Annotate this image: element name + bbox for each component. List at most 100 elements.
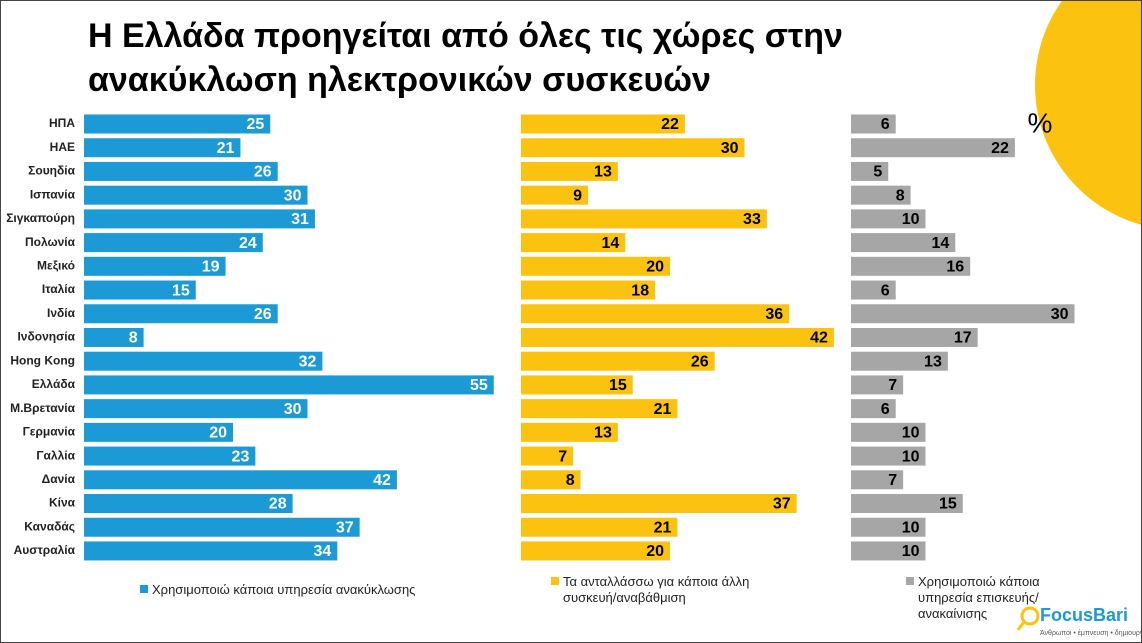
bar [521,209,767,229]
category-label: Hong Kong [10,353,75,367]
value-label: 20 [646,259,664,276]
legend-swatch [551,577,559,585]
bar [851,327,978,347]
bar [521,351,715,371]
bar [521,399,678,419]
category-label: Αυστραλία [14,543,76,557]
value-label: 13 [924,353,942,370]
bar [84,304,278,324]
value-label: 10 [902,448,920,465]
value-label: 30 [284,187,302,204]
bar [84,375,494,395]
category-label: Πολωνία [25,235,76,249]
bar [851,209,926,229]
value-label: 30 [1051,306,1069,323]
bar [84,541,338,561]
value-label: 55 [470,377,488,394]
value-label: 26 [254,164,272,181]
category-label: ΗΠΑ [49,116,75,130]
bar [84,161,278,181]
value-label: 7 [888,377,897,394]
bar [84,446,256,466]
bar [84,399,308,419]
value-label: 21 [654,401,672,418]
bar [851,256,971,276]
value-label: 6 [881,116,890,133]
value-label: 26 [691,353,709,370]
value-label: 42 [373,472,391,489]
value-label: 30 [284,401,302,418]
bar [84,114,271,134]
bar [84,494,293,514]
bar [84,185,308,205]
value-label: 10 [902,519,920,536]
value-label: 8 [896,187,905,204]
value-label: 24 [239,235,257,252]
value-label: 14 [602,235,620,252]
bar [84,233,263,253]
legend-label: Τα ανταλλάσσω για κάποια άλλη συσκευή/αν… [563,574,750,605]
bar [851,517,926,537]
value-label: 25 [246,116,264,133]
bar [84,256,226,276]
value-label: 32 [299,353,317,370]
value-label: 21 [654,519,672,536]
value-label: 7 [558,448,567,465]
value-label: 17 [954,330,972,347]
category-label: Σουηδία [28,164,75,178]
bar [521,470,581,490]
value-label: 5 [873,164,882,181]
value-label: 36 [765,306,783,323]
bar [521,422,618,442]
value-label: 15 [939,496,957,513]
value-label: 34 [314,543,332,560]
bar [84,422,233,442]
value-label: 18 [631,282,649,299]
title-line: ανακύκλωση ηλεκτρονικών συσκευών [88,61,711,99]
legend-item: Τα ανταλλάσσω για κάποια άλλη συσκευή/αν… [551,574,771,606]
bar [851,185,911,205]
value-label: 15 [609,377,627,394]
logo-text: FocusBari [1040,605,1128,625]
logo-icon [1016,621,1026,631]
bar [84,280,196,300]
bar [521,304,790,324]
bar [851,399,896,419]
value-label: 37 [336,519,354,536]
bar [521,375,633,395]
decor-circle [1035,0,1142,225]
value-label: 8 [129,330,138,347]
bar [851,304,1075,324]
logo-icon [1020,606,1040,626]
category-label: Σιγκαπούρη [6,211,75,225]
bar [851,280,896,300]
legend-label: Χρησιμοποιώ κάποια υπηρεσία ανακύκλωσης [152,582,416,597]
bar [84,209,315,229]
value-label: 22 [991,140,1009,157]
bar [521,280,656,300]
legend-item: Χρησιμοποιώ κάποια υπηρεσία επισκευής/αν… [906,574,1126,622]
value-label: 21 [217,140,235,157]
bar [521,541,670,561]
bar [521,494,797,514]
legend-item: Χρησιμοποιώ κάποια υπηρεσία ανακύκλωσης [140,582,460,598]
bar [84,327,144,347]
bar [521,327,834,347]
value-label: 23 [232,448,250,465]
title-line: Η Ελλάδα προηγείται από όλες τις χώρες σ… [88,17,843,55]
bar [521,256,670,276]
category-label: Κίνα [49,496,76,510]
value-label: 14 [932,235,950,252]
bar [521,161,618,181]
value-label: 30 [721,140,739,157]
value-label: 31 [291,211,309,228]
value-label: 20 [209,425,227,442]
value-label: 6 [881,282,890,299]
logo-tagline: Άνθρωποι • έμπνευση • δημιουργία [1040,629,1142,637]
category-label: Μεξικό [37,258,75,272]
bar [521,517,678,537]
bar [851,422,926,442]
bar [851,233,956,253]
bar [851,470,904,490]
bar [521,233,626,253]
